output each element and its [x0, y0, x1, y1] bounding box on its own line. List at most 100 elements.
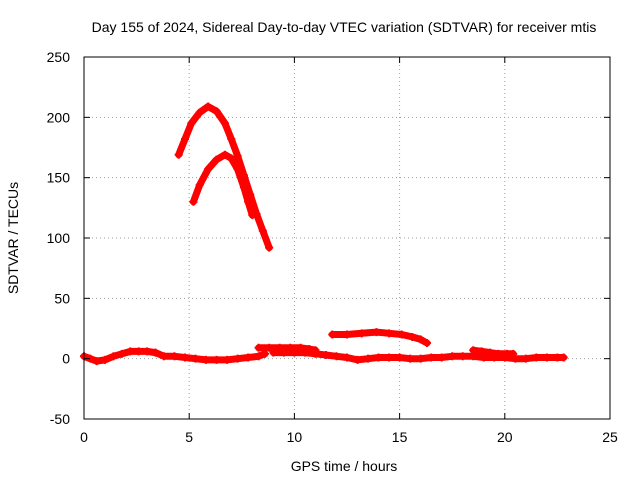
data-point: [258, 226, 267, 235]
data-point: [204, 102, 213, 111]
data-point: [180, 135, 189, 144]
y-tick-label: 0: [62, 351, 70, 367]
data-point: [269, 348, 278, 357]
data-series: [80, 102, 568, 366]
data-point: [244, 197, 253, 206]
data-point: [422, 338, 431, 347]
data-point: [195, 180, 204, 189]
data-point: [364, 354, 373, 363]
y-tick-label: -50: [50, 411, 70, 427]
x-tick-label: 10: [287, 429, 303, 445]
series-arc-1: [174, 102, 274, 252]
data-point: [332, 352, 341, 361]
data-point: [187, 119, 196, 128]
data-point: [265, 243, 274, 252]
data-point: [134, 347, 143, 356]
data-point: [244, 353, 253, 362]
data-point: [233, 165, 242, 174]
data-point: [357, 329, 366, 338]
data-point: [408, 332, 417, 341]
x-tick-label: 0: [80, 429, 88, 445]
x-tick-label: 5: [185, 429, 193, 445]
data-point: [385, 329, 394, 338]
data-point: [321, 351, 330, 360]
data-point: [353, 355, 362, 364]
data-point: [117, 349, 126, 358]
data-point: [290, 348, 299, 357]
y-tick-label: 200: [47, 109, 71, 125]
series-baseline-3: [269, 348, 568, 364]
data-point: [385, 353, 394, 362]
data-point: [469, 346, 478, 355]
data-point: [126, 347, 135, 356]
data-point: [448, 352, 457, 361]
data-point: [477, 347, 486, 356]
data-point: [227, 135, 236, 144]
data-point: [254, 343, 263, 352]
chart-title: Day 155 of 2024, Sidereal Day-to-day VTE…: [92, 19, 597, 35]
data-point: [265, 343, 274, 352]
data-point: [397, 330, 406, 339]
series-arc-2: [189, 150, 257, 220]
data-point: [159, 352, 168, 361]
data-point: [437, 353, 446, 362]
data-point: [248, 211, 257, 220]
data-point: [300, 348, 309, 357]
y-tick-label: 250: [47, 49, 71, 65]
data-point: [395, 353, 404, 362]
y-tick-label: 50: [54, 290, 70, 306]
data-point: [239, 183, 248, 192]
series-baseline-4: [469, 346, 518, 358]
data-point: [202, 355, 211, 364]
data-point: [223, 355, 232, 364]
data-point: [195, 108, 204, 117]
axis-ticks: 0 5 10 15 20 25 -50 0 50 100 150 200 250: [47, 49, 618, 445]
data-point: [559, 353, 568, 362]
data-point: [212, 355, 221, 364]
data-point: [109, 352, 118, 361]
x-tick-label: 20: [497, 429, 513, 445]
data-point: [406, 354, 415, 363]
data-point: [458, 352, 467, 361]
data-point: [170, 352, 179, 361]
data-point: [542, 353, 551, 362]
data-point: [227, 154, 236, 163]
grid: [84, 57, 610, 419]
data-point: [191, 354, 200, 363]
data-point: [220, 150, 229, 159]
data-point: [212, 155, 221, 164]
series-baseline-1: [80, 347, 269, 366]
data-point: [372, 328, 381, 337]
data-point: [151, 348, 160, 357]
y-axis-label: SDTVAR / TECUs: [5, 182, 21, 294]
data-point: [220, 119, 229, 128]
y-tick-label: 100: [47, 230, 71, 246]
x-tick-label: 15: [392, 429, 408, 445]
data-point: [416, 335, 425, 344]
data-point: [494, 349, 503, 358]
series-line: [189, 151, 256, 219]
series-line: [175, 103, 273, 252]
data-point: [427, 353, 436, 362]
data-point: [311, 349, 320, 358]
data-point: [233, 354, 242, 363]
data-point: [532, 353, 541, 362]
data-point: [328, 330, 337, 339]
data-point: [343, 353, 351, 362]
data-point: [254, 352, 263, 361]
data-point: [521, 354, 530, 363]
series-arc-3: [328, 328, 431, 347]
data-point: [101, 355, 110, 364]
data-point: [189, 197, 198, 206]
data-point: [416, 354, 425, 363]
data-point: [92, 357, 101, 366]
plot-frame: [83, 56, 611, 420]
data-point: [279, 348, 288, 357]
data-point: [486, 348, 495, 357]
data-point: [509, 349, 518, 358]
y-tick-label: 150: [47, 170, 71, 186]
x-axis-label: GPS time / hours: [291, 458, 398, 474]
x-tick-label: 25: [602, 429, 618, 445]
data-point: [343, 330, 351, 339]
